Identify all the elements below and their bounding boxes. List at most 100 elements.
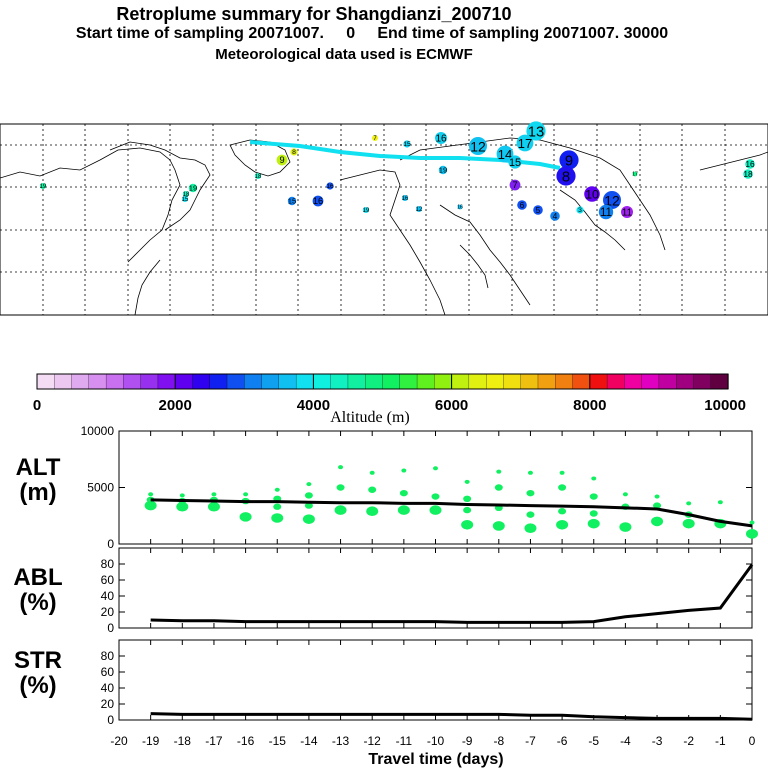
altitude-cluster-point — [368, 486, 377, 493]
plume-marker — [183, 191, 189, 197]
colorbar-swatch — [416, 373, 435, 390]
colorbar-swatch — [347, 373, 366, 390]
x-tick-label: -12 — [364, 734, 382, 748]
colorbar-swatch — [261, 373, 280, 390]
colorbar-swatch — [295, 373, 315, 390]
plume-day-label: 16 — [402, 196, 409, 202]
colorbar-swatch — [313, 373, 332, 390]
plume-marker — [533, 205, 543, 215]
plume-day-label: 16 — [326, 183, 334, 190]
altitude-cluster-point — [429, 505, 442, 515]
colorbar-swatch — [226, 373, 245, 390]
y-tick-label: 80 — [101, 557, 115, 571]
x-tick-label: 0 — [749, 734, 756, 748]
altitude-cluster-point — [558, 508, 567, 515]
plume-marker — [287, 196, 297, 206]
colorbar-swatch — [676, 373, 695, 390]
plume-day-label: 8 — [562, 170, 570, 186]
plume-day-label: 9 — [565, 154, 573, 170]
plume-marker — [438, 165, 448, 175]
x-tick-label: -11 — [396, 734, 413, 748]
x-axis-label: Travel time (days) — [368, 751, 503, 768]
altitude-cluster-point — [619, 522, 632, 532]
plume-marker — [402, 195, 408, 201]
plume-marker — [632, 171, 638, 177]
colorbar-swatch — [330, 373, 349, 390]
altitude-cluster-point — [399, 489, 408, 497]
altitude-cluster-point — [211, 492, 217, 497]
altitude-cluster-point — [494, 484, 503, 491]
plume-day-label: 14 — [498, 147, 513, 162]
colorbar-tick-label: 10000 — [704, 397, 746, 414]
altitude-cluster-point — [463, 506, 472, 514]
plume-day-label: 16 — [435, 134, 447, 145]
altitude-cluster-point — [148, 492, 154, 497]
colorbar-swatch — [399, 373, 418, 390]
altitude-cluster-point — [686, 501, 692, 506]
plume-marker — [326, 182, 334, 190]
panel-name: STR — [14, 647, 62, 674]
colorbar-swatch — [468, 373, 487, 390]
panel-unit: (%) — [19, 589, 56, 616]
x-tick-label: -14 — [300, 734, 318, 748]
altitude-cluster-point — [274, 487, 280, 492]
y-tick-label: 10000 — [81, 424, 115, 438]
altitude-cluster-point — [651, 516, 664, 527]
colorbar-swatch — [140, 373, 159, 390]
plume-marker — [182, 196, 188, 202]
plume-day-label: 17 — [518, 136, 533, 151]
plume-marker — [290, 148, 298, 156]
altitude-cluster-point — [654, 494, 660, 499]
plume-marker — [457, 204, 463, 210]
x-tick-label: -15 — [269, 734, 287, 748]
colorbar-swatch — [693, 373, 712, 390]
colorbar-label: Altitude (m) — [330, 409, 410, 426]
x-axis: -20 -19 -18 -17 -16 -15 -14 -13 -12 -11 -10 -9 -8 -7-… — [110, 734, 755, 768]
plume-day-label: 18 — [255, 174, 262, 180]
colorbar-swatch — [537, 373, 556, 390]
altitude-cluster-point — [334, 505, 347, 515]
colorbar-swatch — [434, 373, 453, 390]
colorbar-swatch — [624, 373, 643, 390]
plume-day-label: 8 — [292, 149, 296, 156]
plume-day-label: 15 — [509, 157, 521, 169]
colorbar-swatch — [572, 373, 591, 390]
colorbar-swatch — [244, 373, 263, 390]
plume-marker — [40, 183, 46, 189]
plume-marker — [576, 206, 584, 214]
plume-marker — [312, 195, 324, 207]
altitude-cluster-point — [207, 501, 220, 512]
plume-day-label: 13 — [528, 125, 544, 141]
y-tick-label: 0 — [107, 621, 114, 635]
plume-marker — [416, 206, 422, 212]
colorbar-swatch — [451, 373, 470, 390]
plume-marker — [403, 140, 411, 148]
altitude-cluster-point — [492, 521, 505, 531]
plume-marker — [526, 121, 546, 141]
altitude-cluster-point — [306, 482, 312, 487]
x-tick-label: -19 — [142, 734, 160, 748]
altitude-cluster-point — [179, 493, 185, 498]
altitude-cluster-point — [302, 514, 315, 524]
plume-day-label: 18 — [183, 192, 190, 198]
plume-marker — [435, 132, 447, 144]
plume-marker — [745, 159, 755, 169]
colorbar-swatch — [503, 373, 522, 390]
plume-day-label: 4 — [553, 211, 558, 221]
plume-day-label: 15 — [403, 141, 411, 148]
colorbar-swatch — [589, 373, 608, 390]
plume-day-label: 7 — [512, 180, 517, 190]
altitude-cluster-point — [591, 476, 597, 481]
panel-unit: (m) — [19, 479, 56, 506]
altitude-cluster-point — [524, 523, 537, 533]
x-tick-label: -20 — [110, 734, 128, 748]
plume-day-label: 9 — [279, 155, 284, 165]
plume-day-label: 19 — [439, 165, 447, 174]
altitude-cluster-point — [273, 503, 282, 510]
x-tick-label: -13 — [332, 734, 350, 748]
plume-day-label: 7 — [373, 136, 377, 142]
panel-str: 80 60 40 20 0 STR(%) — [14, 639, 753, 727]
plume-marker — [516, 134, 534, 152]
altitude-cluster-point — [239, 512, 252, 522]
colorbar-tick-label: 4000 — [297, 397, 330, 414]
